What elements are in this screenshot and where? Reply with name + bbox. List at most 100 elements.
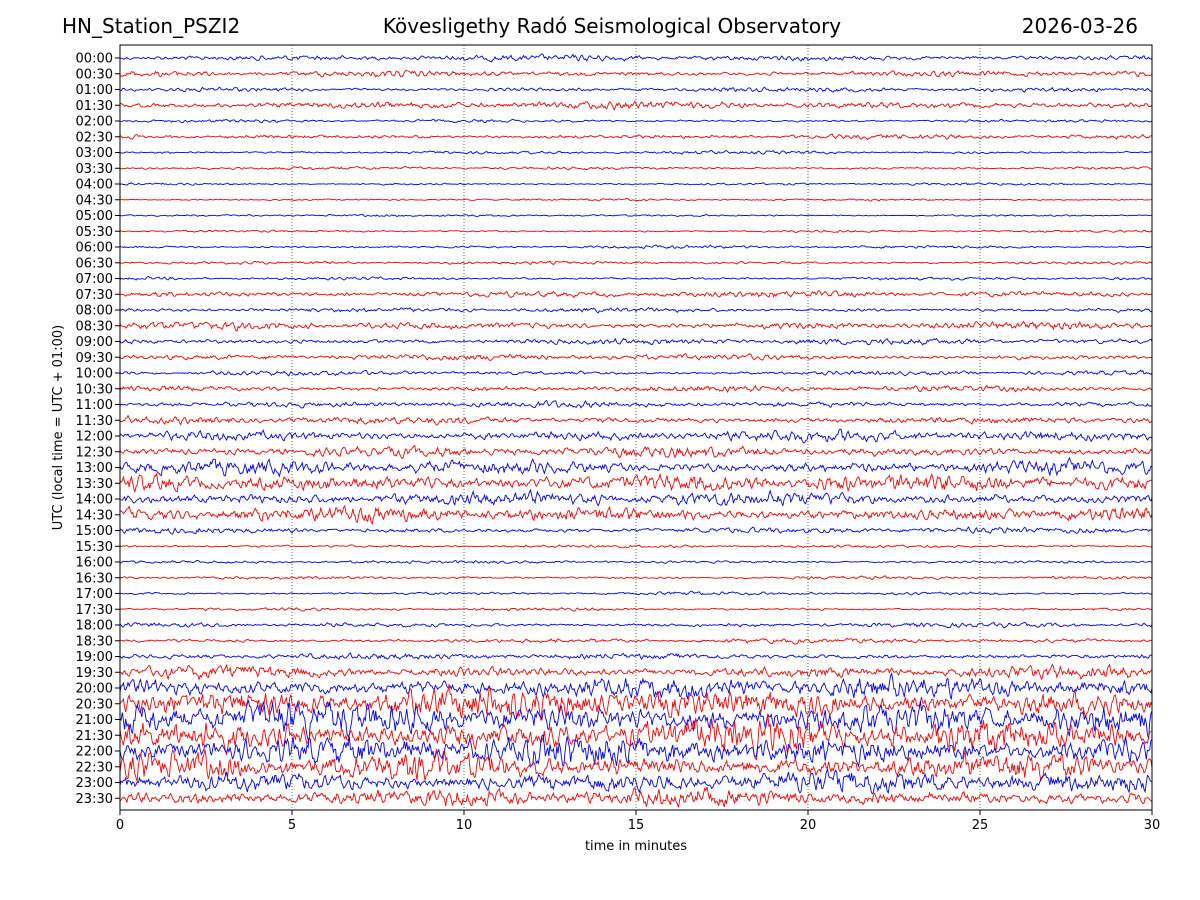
date-title: 2026-03-26 — [1021, 14, 1138, 38]
trace-1200 — [120, 428, 1152, 444]
x-tick-label: 20 — [800, 818, 817, 833]
trace-1930 — [120, 663, 1152, 681]
trace-1230 — [120, 444, 1152, 460]
trace-1800 — [120, 621, 1152, 629]
trace-1630 — [120, 575, 1152, 581]
trace-1000 — [120, 369, 1152, 377]
grid-lines — [291, 45, 981, 810]
trace-0400 — [120, 182, 1152, 186]
trace-2330 — [120, 786, 1152, 808]
y-tick-label: 10:00 — [76, 367, 113, 382]
y-tick-label: 18:00 — [76, 619, 113, 634]
x-tick-label: 5 — [288, 818, 296, 833]
trace-2200 — [120, 734, 1152, 768]
trace-0830 — [120, 320, 1152, 332]
y-tick-label: 01:30 — [76, 99, 113, 114]
y-tick-label: 02:00 — [76, 115, 113, 130]
y-tick-label: 21:30 — [76, 729, 113, 744]
trace-0230 — [120, 133, 1152, 141]
y-tick-label: 03:30 — [76, 162, 113, 177]
trace-1530 — [120, 544, 1152, 549]
trace-0200 — [120, 118, 1152, 124]
trace-0500 — [120, 213, 1152, 218]
y-tick-label: 12:00 — [76, 430, 113, 445]
y-tick-label: 00:00 — [76, 52, 113, 67]
trace-1600 — [120, 559, 1152, 565]
y-tick-label: 13:30 — [76, 477, 113, 492]
trace-0430 — [120, 197, 1152, 202]
trace-1300 — [120, 456, 1152, 478]
y-tick-label: 08:30 — [76, 319, 113, 334]
trace-1900 — [120, 652, 1152, 661]
y-tick-label: 16:30 — [76, 571, 113, 586]
x-axis-label: time in minutes — [585, 839, 687, 854]
trace-1100 — [120, 399, 1152, 409]
y-tick-label: 15:00 — [76, 524, 113, 539]
y-tick-label: 14:30 — [76, 508, 113, 523]
trace-0700 — [120, 275, 1152, 281]
trace-1400 — [120, 488, 1152, 507]
x-tick-label: 15 — [628, 818, 645, 833]
trace-2000 — [120, 672, 1152, 700]
y-tick-label: 23:30 — [76, 792, 113, 807]
trace-1730 — [120, 607, 1152, 612]
x-tick-label: 25 — [972, 818, 989, 833]
trace-0330 — [120, 165, 1152, 171]
y-tick-label: 16:00 — [76, 556, 113, 571]
y-tick-label: 08:00 — [76, 304, 113, 319]
y-tick-label: 20:30 — [76, 697, 113, 712]
y-tick-label: 17:00 — [76, 587, 113, 602]
station-title: HN_Station_PSZI2 — [62, 14, 241, 38]
trace-0530 — [120, 229, 1152, 233]
y-tick-label: 23:00 — [76, 776, 113, 791]
x-tick-label: 30 — [1144, 818, 1161, 833]
y-tick-label: 00:30 — [76, 67, 113, 82]
y-tick-label: 12:30 — [76, 445, 113, 460]
trace-2300 — [120, 767, 1152, 795]
y-tick-label: 21:00 — [76, 713, 113, 728]
y-tick-label: 05:00 — [76, 209, 113, 224]
trace-2130 — [120, 714, 1152, 761]
y-tick-label: 07:30 — [76, 288, 113, 303]
y-tick-label: 05:30 — [76, 225, 113, 240]
trace-0800 — [120, 307, 1152, 314]
y-tick-label: 19:30 — [76, 666, 113, 681]
y-tick-label: 14:00 — [76, 493, 113, 508]
trace-0130 — [120, 100, 1152, 111]
y-tick-label: 04:30 — [76, 193, 113, 208]
trace-0900 — [120, 337, 1152, 346]
trace-2100 — [120, 699, 1152, 741]
y-tick-label: 11:30 — [76, 414, 113, 429]
trace-1330 — [120, 472, 1152, 494]
y-tick-label: 20:00 — [76, 682, 113, 697]
y-tick-label: 03:00 — [76, 146, 113, 161]
trace-1430 — [120, 504, 1152, 526]
trace-0730 — [120, 290, 1152, 299]
y-tick-label: 13:00 — [76, 461, 113, 476]
trace-1700 — [120, 590, 1152, 596]
trace-0300 — [120, 150, 1152, 155]
y-tick-label: 17:30 — [76, 603, 113, 618]
y-tick-label: 19:00 — [76, 650, 113, 665]
y-tick-label: 07:00 — [76, 272, 113, 287]
trace-1830 — [120, 637, 1152, 645]
trace-0030 — [120, 70, 1152, 78]
y-tick-label: 02:30 — [76, 130, 113, 145]
trace-1130 — [120, 414, 1152, 426]
trace-0100 — [120, 86, 1152, 93]
trace-1030 — [120, 384, 1152, 393]
y-tick-label: 09:00 — [76, 335, 113, 350]
trace-0600 — [120, 244, 1152, 250]
trace-0630 — [120, 260, 1152, 266]
y-tick-label: 04:00 — [76, 178, 113, 193]
y-axis-label: UTC (local time = UTC + 01:00) — [51, 325, 66, 530]
x-tick-label: 10 — [456, 818, 473, 833]
trace-0930 — [120, 353, 1152, 361]
x-tick-group: 0 5 10 15 20 25 30 — [116, 810, 1160, 833]
trace-2230 — [120, 747, 1152, 782]
trace-0000 — [120, 53, 1152, 63]
trace-group — [120, 53, 1152, 808]
trace-1500 — [120, 526, 1152, 535]
